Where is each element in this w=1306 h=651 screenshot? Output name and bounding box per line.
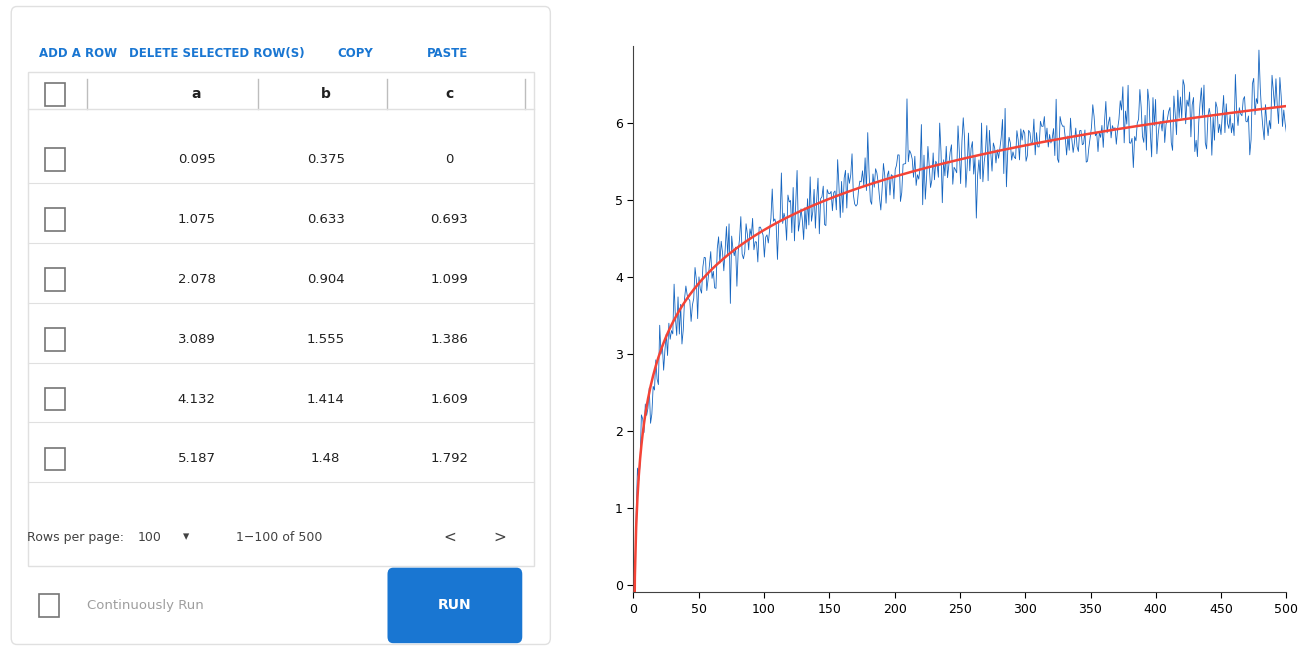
Bar xyxy=(44,208,64,230)
Text: 0.375: 0.375 xyxy=(307,153,345,166)
Text: <: < xyxy=(443,529,456,545)
Text: 0.095: 0.095 xyxy=(178,153,215,166)
Text: DELETE SELECTED ROW(S): DELETE SELECTED ROW(S) xyxy=(129,47,304,60)
Text: 0.633: 0.633 xyxy=(307,213,345,226)
Bar xyxy=(44,448,64,470)
Bar xyxy=(44,148,64,171)
Text: 1.099: 1.099 xyxy=(431,273,468,286)
Bar xyxy=(44,328,64,350)
Text: 1.075: 1.075 xyxy=(178,213,215,226)
FancyBboxPatch shape xyxy=(29,72,534,566)
Text: 1−100 of 500: 1−100 of 500 xyxy=(236,531,323,544)
Text: ▾: ▾ xyxy=(183,531,189,544)
Text: 100: 100 xyxy=(137,531,162,544)
Text: 0: 0 xyxy=(445,153,453,166)
Text: 1.386: 1.386 xyxy=(430,333,469,346)
FancyBboxPatch shape xyxy=(388,568,522,643)
Text: Rows per page:: Rows per page: xyxy=(26,531,124,544)
Text: 1.48: 1.48 xyxy=(311,452,341,465)
Bar xyxy=(44,83,64,106)
Bar xyxy=(44,268,64,290)
Text: COPY: COPY xyxy=(337,47,372,60)
Text: b: b xyxy=(321,87,330,102)
Text: >: > xyxy=(494,529,507,545)
Text: 0.904: 0.904 xyxy=(307,273,345,286)
Bar xyxy=(44,388,64,411)
Text: 1.609: 1.609 xyxy=(431,393,468,406)
Text: PASTE: PASTE xyxy=(427,47,468,60)
Text: RUN: RUN xyxy=(438,598,471,613)
Text: a: a xyxy=(192,87,201,102)
Bar xyxy=(39,594,59,617)
Text: 1.555: 1.555 xyxy=(307,333,345,346)
Text: 2.078: 2.078 xyxy=(178,273,215,286)
Text: 4.132: 4.132 xyxy=(178,393,215,406)
Text: Continuously Run: Continuously Run xyxy=(88,599,204,612)
Text: 0.693: 0.693 xyxy=(431,213,468,226)
FancyBboxPatch shape xyxy=(12,7,550,644)
Text: 3.089: 3.089 xyxy=(178,333,215,346)
Text: ADD A ROW: ADD A ROW xyxy=(39,47,118,60)
Text: 5.187: 5.187 xyxy=(178,452,215,465)
Text: 1.792: 1.792 xyxy=(430,452,469,465)
Text: 1.414: 1.414 xyxy=(307,393,345,406)
Text: c: c xyxy=(445,87,453,102)
